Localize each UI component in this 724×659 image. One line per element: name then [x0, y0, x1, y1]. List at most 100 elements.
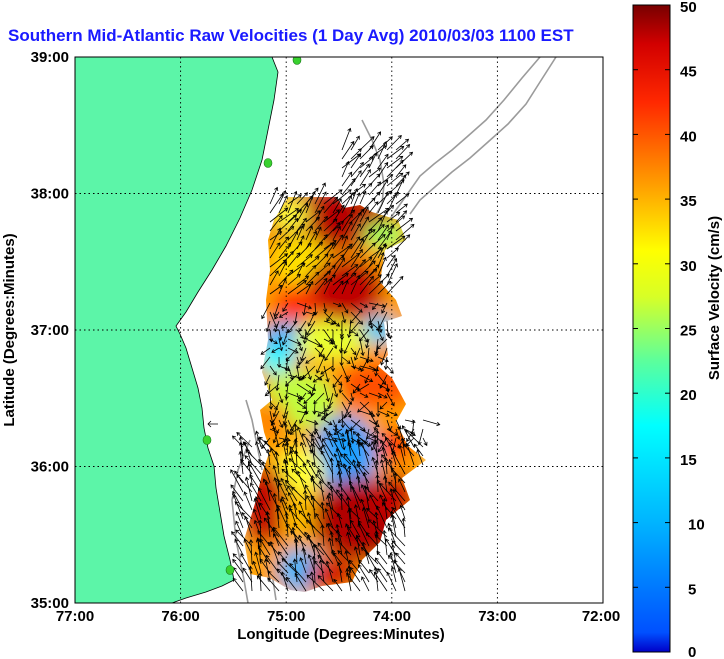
- velocity-arrow: [305, 241, 324, 259]
- velocity-arrow: [278, 242, 292, 259]
- velocity-arrow: [386, 258, 398, 277]
- velocity-arrow: [276, 356, 282, 368]
- x-tick-label: 75:00: [267, 608, 305, 625]
- velocity-arrow: [320, 524, 325, 547]
- x-axis-label: Longitude (Degrees:Minutes): [237, 626, 445, 643]
- velocity-arrow: [325, 560, 334, 583]
- velocity-arrow: [356, 440, 361, 457]
- velocity-arrow: [264, 480, 271, 502]
- velocity-arrow: [305, 419, 319, 426]
- velocity-arrow: [377, 230, 392, 250]
- velocity-arrow: [358, 559, 370, 574]
- velocity-arrow: [359, 302, 369, 308]
- velocity-arrow: [346, 531, 352, 547]
- velocity-arrow: [311, 438, 325, 457]
- velocity-arrow: [363, 484, 370, 511]
- velocity-arrow: [257, 487, 271, 511]
- velocity-arrow: [305, 519, 325, 538]
- velocity-arrow: [317, 575, 334, 592]
- velocity-arrow: [373, 566, 379, 592]
- velocity-arrow: [299, 557, 307, 574]
- velocity-arrow: [287, 230, 299, 250]
- velocity-arrow: [338, 383, 343, 394]
- velocity-arrow: [238, 436, 244, 457]
- velocity-arrow: [286, 576, 298, 592]
- velocity-arrow: [323, 242, 336, 259]
- velocity-arrow: [314, 242, 335, 259]
- velocity-arrow: [311, 555, 316, 583]
- velocity-arrow: [350, 311, 364, 325]
- velocity-arrow: [395, 234, 411, 250]
- velocity-arrow: [368, 280, 384, 295]
- velocity-arrow: [300, 441, 307, 457]
- velocity-arrow: [323, 338, 334, 345]
- colorbar-tick-label: 25: [680, 323, 697, 340]
- velocity-arrow: [341, 171, 353, 187]
- velocity-arrow: [341, 213, 353, 232]
- velocity-arrow: [235, 529, 253, 547]
- velocity-arrow: [359, 338, 365, 357]
- velocity-arrow: [298, 374, 307, 381]
- velocity-arrow: [291, 468, 307, 484]
- velocity-arrow: [368, 246, 382, 268]
- velocity-arrow: [332, 234, 344, 250]
- velocity-arrow: [386, 329, 392, 340]
- velocity-arrow: [254, 551, 262, 574]
- velocity-arrow: [230, 484, 244, 502]
- velocity-arrow: [377, 392, 388, 399]
- velocity-arrow: [404, 428, 416, 436]
- velocity-arrow: [374, 557, 388, 574]
- velocity-arrow: [386, 571, 397, 592]
- velocity-arrow: [272, 492, 280, 520]
- velocity-arrow: [368, 207, 390, 223]
- velocity-arrow: [274, 451, 280, 475]
- velocity-arrow: [266, 448, 271, 466]
- velocity-arrow: [395, 174, 407, 196]
- velocity-arrow: [317, 554, 334, 574]
- velocity-arrow: [360, 441, 370, 466]
- velocity-arrow: [296, 202, 308, 223]
- velocity-arrow: [395, 552, 406, 565]
- velocity-arrow: [335, 447, 343, 466]
- velocity-arrow: [349, 480, 361, 502]
- velocity-arrow: [314, 253, 329, 268]
- velocity-arrow: [350, 329, 359, 337]
- velocity-arrow: [341, 311, 347, 324]
- velocity-arrow: [368, 264, 380, 277]
- velocity-arrow: [367, 519, 388, 538]
- velocity-arrow: [337, 561, 343, 583]
- velocity-arrow: [413, 443, 424, 457]
- velocity-arrow: [386, 235, 406, 250]
- velocity-arrow: [275, 478, 281, 502]
- velocity-arrow: [386, 155, 404, 169]
- velocity-arrow: [397, 567, 406, 592]
- velocity-arrow: [381, 502, 397, 520]
- colorbar-tick-label: 40: [680, 128, 697, 145]
- velocity-arrow: [264, 374, 271, 386]
- velocity-arrow: [335, 523, 343, 547]
- velocity-arrow: [352, 383, 361, 394]
- velocity-arrow: [346, 572, 361, 592]
- velocity-arrow: [245, 449, 262, 466]
- velocity-arrow: [350, 187, 358, 205]
- velocity-arrow: [332, 419, 338, 429]
- velocity-arrow: [322, 438, 334, 457]
- velocity-arrow: [329, 457, 334, 484]
- velocity-arrow: [258, 572, 263, 592]
- velocity-arrow: [288, 458, 307, 475]
- velocity-arrow: [288, 508, 307, 529]
- velocity-arrow: [231, 531, 244, 547]
- velocity-arrow: [347, 465, 352, 493]
- velocity-arrow: [269, 540, 280, 565]
- velocity-arrow: [348, 559, 361, 574]
- velocity-arrow: [298, 500, 307, 520]
- velocity-arrow: [296, 261, 305, 277]
- x-tick-label: 74:00: [373, 608, 411, 625]
- velocity-arrow: [337, 550, 352, 565]
- velocity-arrow: [341, 356, 351, 364]
- velocity-arrow: [382, 529, 388, 556]
- velocity-arrow: [359, 260, 376, 277]
- velocity-arrow: [399, 504, 406, 520]
- velocity-arrow: [321, 443, 334, 466]
- velocity-arrow: [336, 512, 343, 529]
